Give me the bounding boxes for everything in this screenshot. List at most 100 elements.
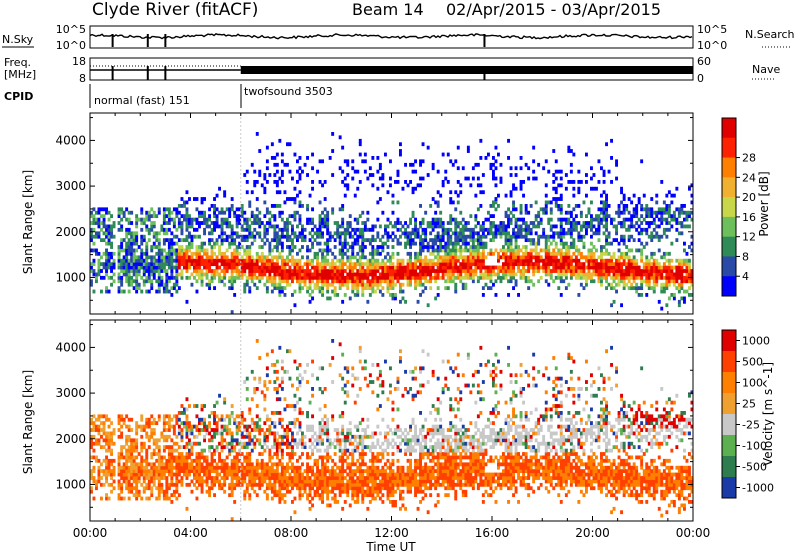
power-cell xyxy=(221,238,224,242)
power-cell xyxy=(620,201,623,205)
power-cell xyxy=(181,276,184,280)
power-cell xyxy=(683,300,686,304)
power-cell xyxy=(422,262,425,266)
power-cell xyxy=(620,221,623,225)
power-cell xyxy=(620,269,623,273)
power-cell xyxy=(590,249,593,253)
velocity-cell xyxy=(193,435,196,439)
power-cell xyxy=(670,214,673,218)
power-cell xyxy=(449,276,452,280)
power-cell xyxy=(482,259,485,263)
power-cell xyxy=(326,238,329,242)
power-cell xyxy=(638,238,641,242)
velocity-cell xyxy=(93,476,96,480)
power-cell xyxy=(670,293,673,297)
power-cell xyxy=(344,283,347,287)
power-cell xyxy=(412,242,415,246)
power-cell xyxy=(223,221,226,225)
power-cell xyxy=(600,252,603,256)
power-cell xyxy=(512,183,515,187)
power-cell xyxy=(138,266,141,270)
power-cell xyxy=(311,242,314,246)
power-cell xyxy=(590,228,593,232)
power-cell xyxy=(226,207,229,211)
power-cell xyxy=(474,194,477,198)
power-cell xyxy=(346,266,349,270)
power-cell xyxy=(545,273,548,277)
power-cell xyxy=(537,279,540,283)
power-cell xyxy=(623,211,626,215)
power-cell xyxy=(570,262,573,266)
power-cell xyxy=(449,279,452,283)
velocity-cell xyxy=(130,486,133,490)
velocity-cell xyxy=(163,493,166,497)
velocity-cell xyxy=(208,486,211,490)
power-cell xyxy=(434,276,437,280)
power-cell xyxy=(623,259,626,263)
velocity-cell xyxy=(130,442,133,446)
velocity-cell xyxy=(93,497,96,501)
power-cell xyxy=(291,276,294,280)
velocity-cell xyxy=(113,469,116,473)
power-cell xyxy=(263,262,266,266)
velocity-cell xyxy=(143,428,146,432)
power-cell xyxy=(434,297,437,301)
power-cell xyxy=(155,269,158,273)
velocity-cell xyxy=(170,418,173,422)
power-cell xyxy=(663,276,666,280)
velocity-cell xyxy=(118,418,121,422)
velocity-cell xyxy=(138,425,141,429)
power-cell xyxy=(284,225,287,229)
velocity-cell xyxy=(251,442,254,446)
velocity-cell xyxy=(196,469,199,473)
power-cell xyxy=(620,235,623,239)
power-cell xyxy=(284,293,287,297)
power-cell xyxy=(452,163,455,167)
power-cell xyxy=(160,249,163,253)
power-cell xyxy=(361,242,364,246)
power-cell xyxy=(485,276,488,280)
power-cell xyxy=(248,276,251,280)
power-cell xyxy=(673,218,676,222)
power-cell xyxy=(170,259,173,263)
power-cell xyxy=(469,214,472,218)
power-cell xyxy=(130,249,133,253)
power-cell xyxy=(520,255,523,259)
power-cell xyxy=(675,187,678,191)
power-cell xyxy=(341,231,344,235)
power-cell xyxy=(562,252,565,256)
velocity-cell xyxy=(181,435,184,439)
power-cell xyxy=(175,269,178,273)
velocity-cell xyxy=(178,459,181,463)
power-cell xyxy=(376,259,379,263)
power-cell xyxy=(648,273,651,277)
velocity-cell xyxy=(100,462,103,466)
power-cell xyxy=(630,269,633,273)
power-cell xyxy=(485,255,488,259)
power-cell xyxy=(537,163,540,167)
power-cell xyxy=(437,235,440,239)
power-cell xyxy=(384,273,387,277)
velocity-cell xyxy=(168,445,171,449)
velocity-cell xyxy=(211,438,214,442)
velocity-cell xyxy=(211,428,214,432)
velocity-cell xyxy=(193,404,196,408)
power-cell xyxy=(565,218,568,222)
velocity-cell xyxy=(130,452,133,456)
power-cell xyxy=(273,276,276,280)
power-cell xyxy=(462,255,465,259)
power-cell xyxy=(492,214,495,218)
power-cell xyxy=(135,255,138,259)
power-cell xyxy=(319,266,322,270)
power-cell xyxy=(660,207,663,211)
power-cell xyxy=(311,273,314,277)
power-cell xyxy=(532,170,535,174)
power-cell xyxy=(356,262,359,266)
power-cell xyxy=(660,307,663,311)
velocity-cell xyxy=(135,428,138,432)
power-cell xyxy=(535,249,538,253)
power-cell xyxy=(379,245,382,249)
velocity-cell xyxy=(211,459,214,463)
velocity-cell xyxy=(153,438,156,442)
power-cell xyxy=(276,255,279,259)
